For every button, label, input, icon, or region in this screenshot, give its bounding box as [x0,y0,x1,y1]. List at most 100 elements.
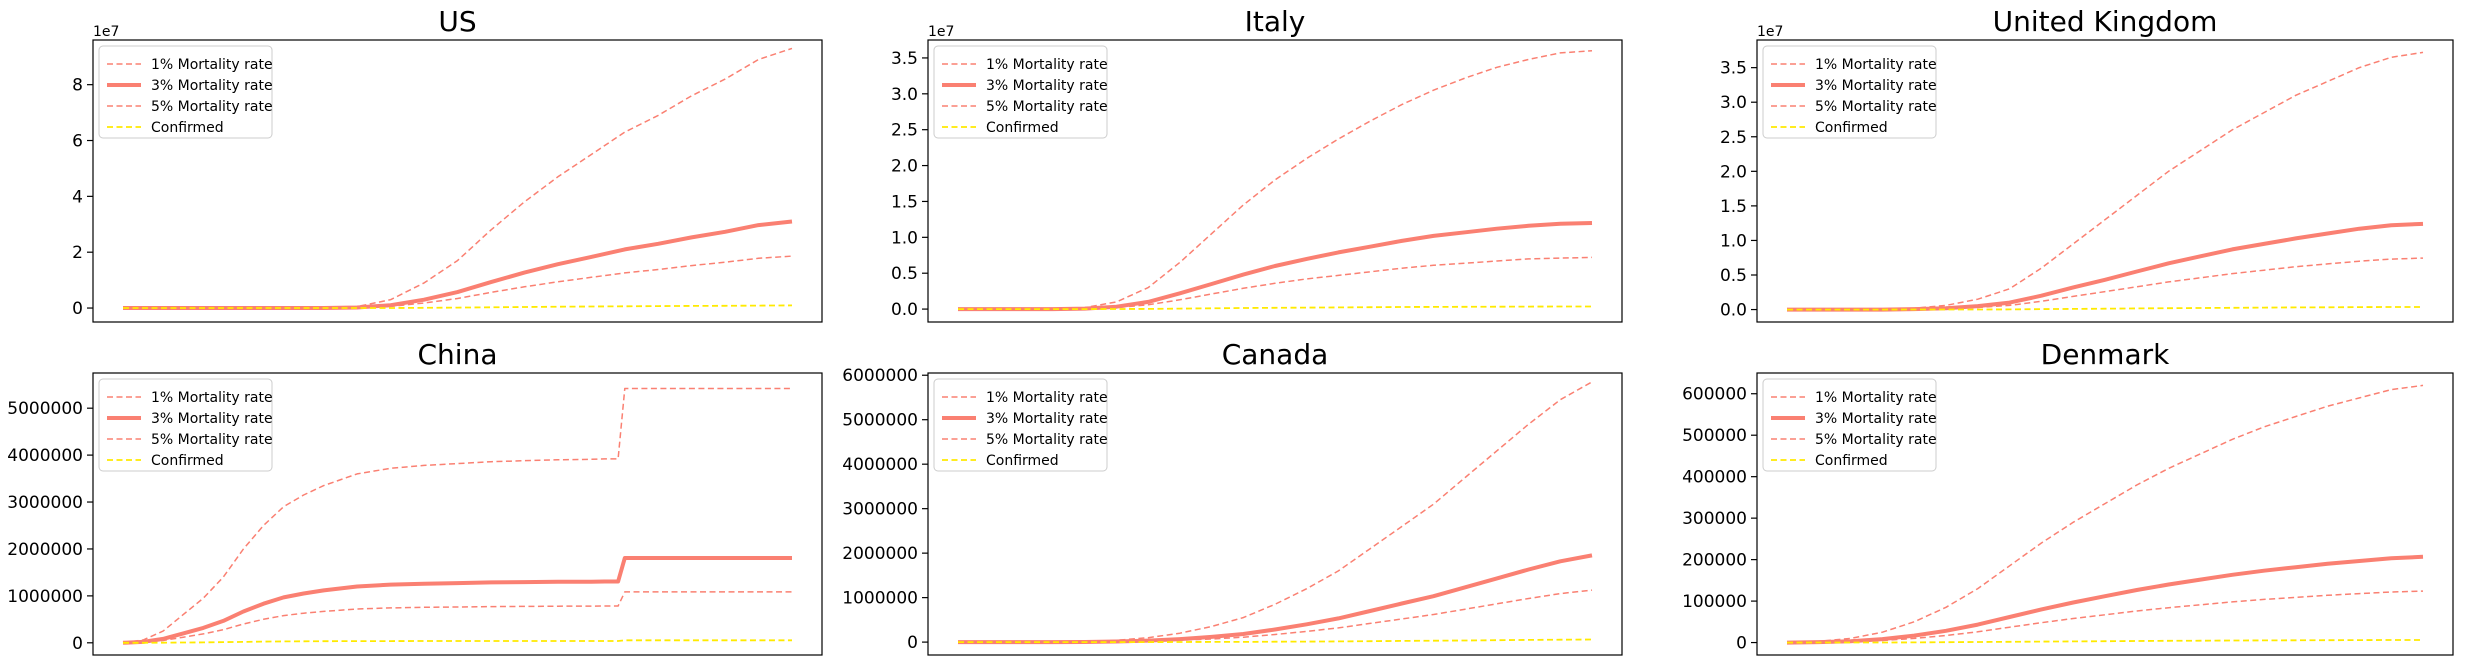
legend-label-3-mortality-rate: 3% Mortality rate [986,78,1108,94]
legend: 1% Mortality rate 3% Mortality rate 5% Mor… [933,378,1108,472]
legend: 1% Mortality rate 3% Mortality rate 5% Mor… [98,45,273,139]
y-tick-label: 1.5 [891,192,918,212]
y-tick-label: 4000000 [842,455,918,475]
series-line-5-mortality-rate [123,255,793,309]
y-tick-label: 4000000 [7,446,83,466]
legend-label-3-mortality-rate: 3% Mortality rate [151,411,273,427]
axes-frame [92,39,823,323]
y-tick-label: 3.5 [891,49,918,69]
series-line-3-mortality-rate [122,556,792,645]
y-tick-label: 500000 [1682,426,1747,446]
series-line-3-mortality-rate [958,553,1593,645]
legend-label-1-mortality-rate: 1% Mortality rate [986,57,1108,73]
y-tick-label: 2.0 [891,157,918,177]
legend-label-5-mortality-rate: 5% Mortality rate [986,432,1108,448]
legend-box [98,45,273,139]
y-tick-label: 1.5 [1720,197,1747,217]
y-tick-label: 8 [72,76,83,96]
y-tick-label: 600000 [1682,385,1747,405]
legend-label-5-mortality-rate: 5% Mortality rate [151,99,273,115]
y-tick-label: 3.0 [1720,93,1747,113]
y-tick-label: 1000000 [842,589,918,609]
series-line-5-mortality-rate [1787,257,2424,311]
chart-title: Italy [1245,5,1306,38]
legend-label-5-mortality-rate: 5% Mortality rate [986,99,1108,115]
y-offset-label: 1e7 [93,24,119,40]
y-tick-label: 300000 [1682,509,1747,529]
legend-label-confirmed: Confirmed [986,453,1059,469]
chart-canada: Canada 0 1000000 2000000 3000000 4000000 50000… [842,338,1623,656]
y-tick-label: 0 [907,633,918,653]
chart-china: China 0 1000000 2000000 3000000 4000000 500000… [7,338,823,656]
chart-united-kingdom: United Kingdom 0.0 0.5 1.0 1.5 2.0 2.5 3.0 3.5 1e… [1720,5,2454,323]
y-tick-label: 200000 [1682,551,1747,571]
series-line-3-mortality-rate [123,219,793,310]
legend-label-3-mortality-rate: 3% Mortality rate [1815,78,1937,94]
series-line-1-mortality-rate [1786,384,2424,644]
chart-title: China [418,338,498,371]
y-tick-label: 0.5 [1720,266,1747,286]
y-tick-label: 3.0 [891,85,918,105]
legend-label-confirmed: Confirmed [151,453,224,469]
series-line-confirmed [1786,639,2423,644]
axes-frame [92,372,823,656]
chart-title: Denmark [2041,338,2170,371]
legend-label-1-mortality-rate: 1% Mortality rate [986,390,1108,406]
legend-label-1-mortality-rate: 1% Mortality rate [1815,390,1937,406]
series-line-3-mortality-rate [1787,221,2424,312]
series-line-5-mortality-rate [1786,590,2424,644]
legend-label-confirmed: Confirmed [151,120,224,136]
series-line-confirmed [958,305,1592,311]
y-tick-label: 1000000 [7,587,83,607]
legend-label-confirmed: Confirmed [1815,120,1888,136]
legend-label-3-mortality-rate: 3% Mortality rate [151,78,273,94]
y-tick-label: 5000000 [842,411,918,431]
y-tick-label: 2.0 [1720,162,1747,182]
y-tick-label: 0.0 [891,300,918,320]
series-line-3-mortality-rate [958,221,1593,312]
legend: 1% Mortality rate 3% Mortality rate 5% Mor… [1762,378,1937,472]
y-offset-label: 1e7 [1757,24,1783,40]
legend-label-5-mortality-rate: 5% Mortality rate [151,432,273,448]
legend: 1% Mortality rate 3% Mortality rate 5% Mor… [1762,45,1937,139]
series-line-confirmed [1787,306,2423,311]
legend-box [98,378,273,472]
series-line-1-mortality-rate [123,47,793,309]
y-tick-label: 6 [72,132,83,152]
legend-label-1-mortality-rate: 1% Mortality rate [151,57,273,73]
chart-title: United Kingdom [1993,5,2218,38]
series-line-confirmed [123,304,793,309]
legend-box [1762,45,1937,139]
chart-denmark: Denmark 0 100000 200000 300000 400000 500000 60… [1682,338,2454,656]
y-tick-label: 0.5 [891,264,918,284]
y-tick-label: 1.0 [891,228,918,248]
y-tick-label: 100000 [1682,592,1747,612]
y-tick-label: 0.0 [1720,301,1747,321]
y-offset-label: 1e7 [928,24,954,40]
y-tick-label: 2000000 [7,540,83,560]
series-line-5-mortality-rate [122,591,792,644]
series-line-confirmed [123,639,792,644]
legend-box [1762,378,1937,472]
legend-box [933,45,1108,139]
y-tick-label: 6000000 [842,366,918,386]
y-tick-label: 5000000 [7,399,83,419]
legend-label-3-mortality-rate: 3% Mortality rate [986,411,1108,427]
y-tick-label: 0 [72,634,83,654]
y-tick-label: 2.5 [891,121,918,141]
y-tick-label: 0 [72,299,83,319]
legend-label-1-mortality-rate: 1% Mortality rate [1815,57,1937,73]
y-tick-label: 2 [72,243,83,263]
y-tick-label: 1.0 [1720,231,1747,251]
legend-label-1-mortality-rate: 1% Mortality rate [151,390,273,406]
legend: 1% Mortality rate 3% Mortality rate 5% Mor… [98,378,273,472]
y-tick-label: 3000000 [7,493,83,513]
chart-italy: Italy 0.0 0.5 1.0 1.5 2.0 2.5 3.0 3.5 1e7 1% Morta… [891,5,1623,323]
y-tick-label: 4 [72,187,83,207]
axes-frame [927,39,1623,323]
series-line-5-mortality-rate [958,589,1593,643]
legend-label-5-mortality-rate: 5% Mortality rate [1815,99,1937,115]
legend: 1% Mortality rate 3% Mortality rate 5% Mor… [933,45,1108,139]
y-tick-label: 400000 [1682,468,1747,488]
